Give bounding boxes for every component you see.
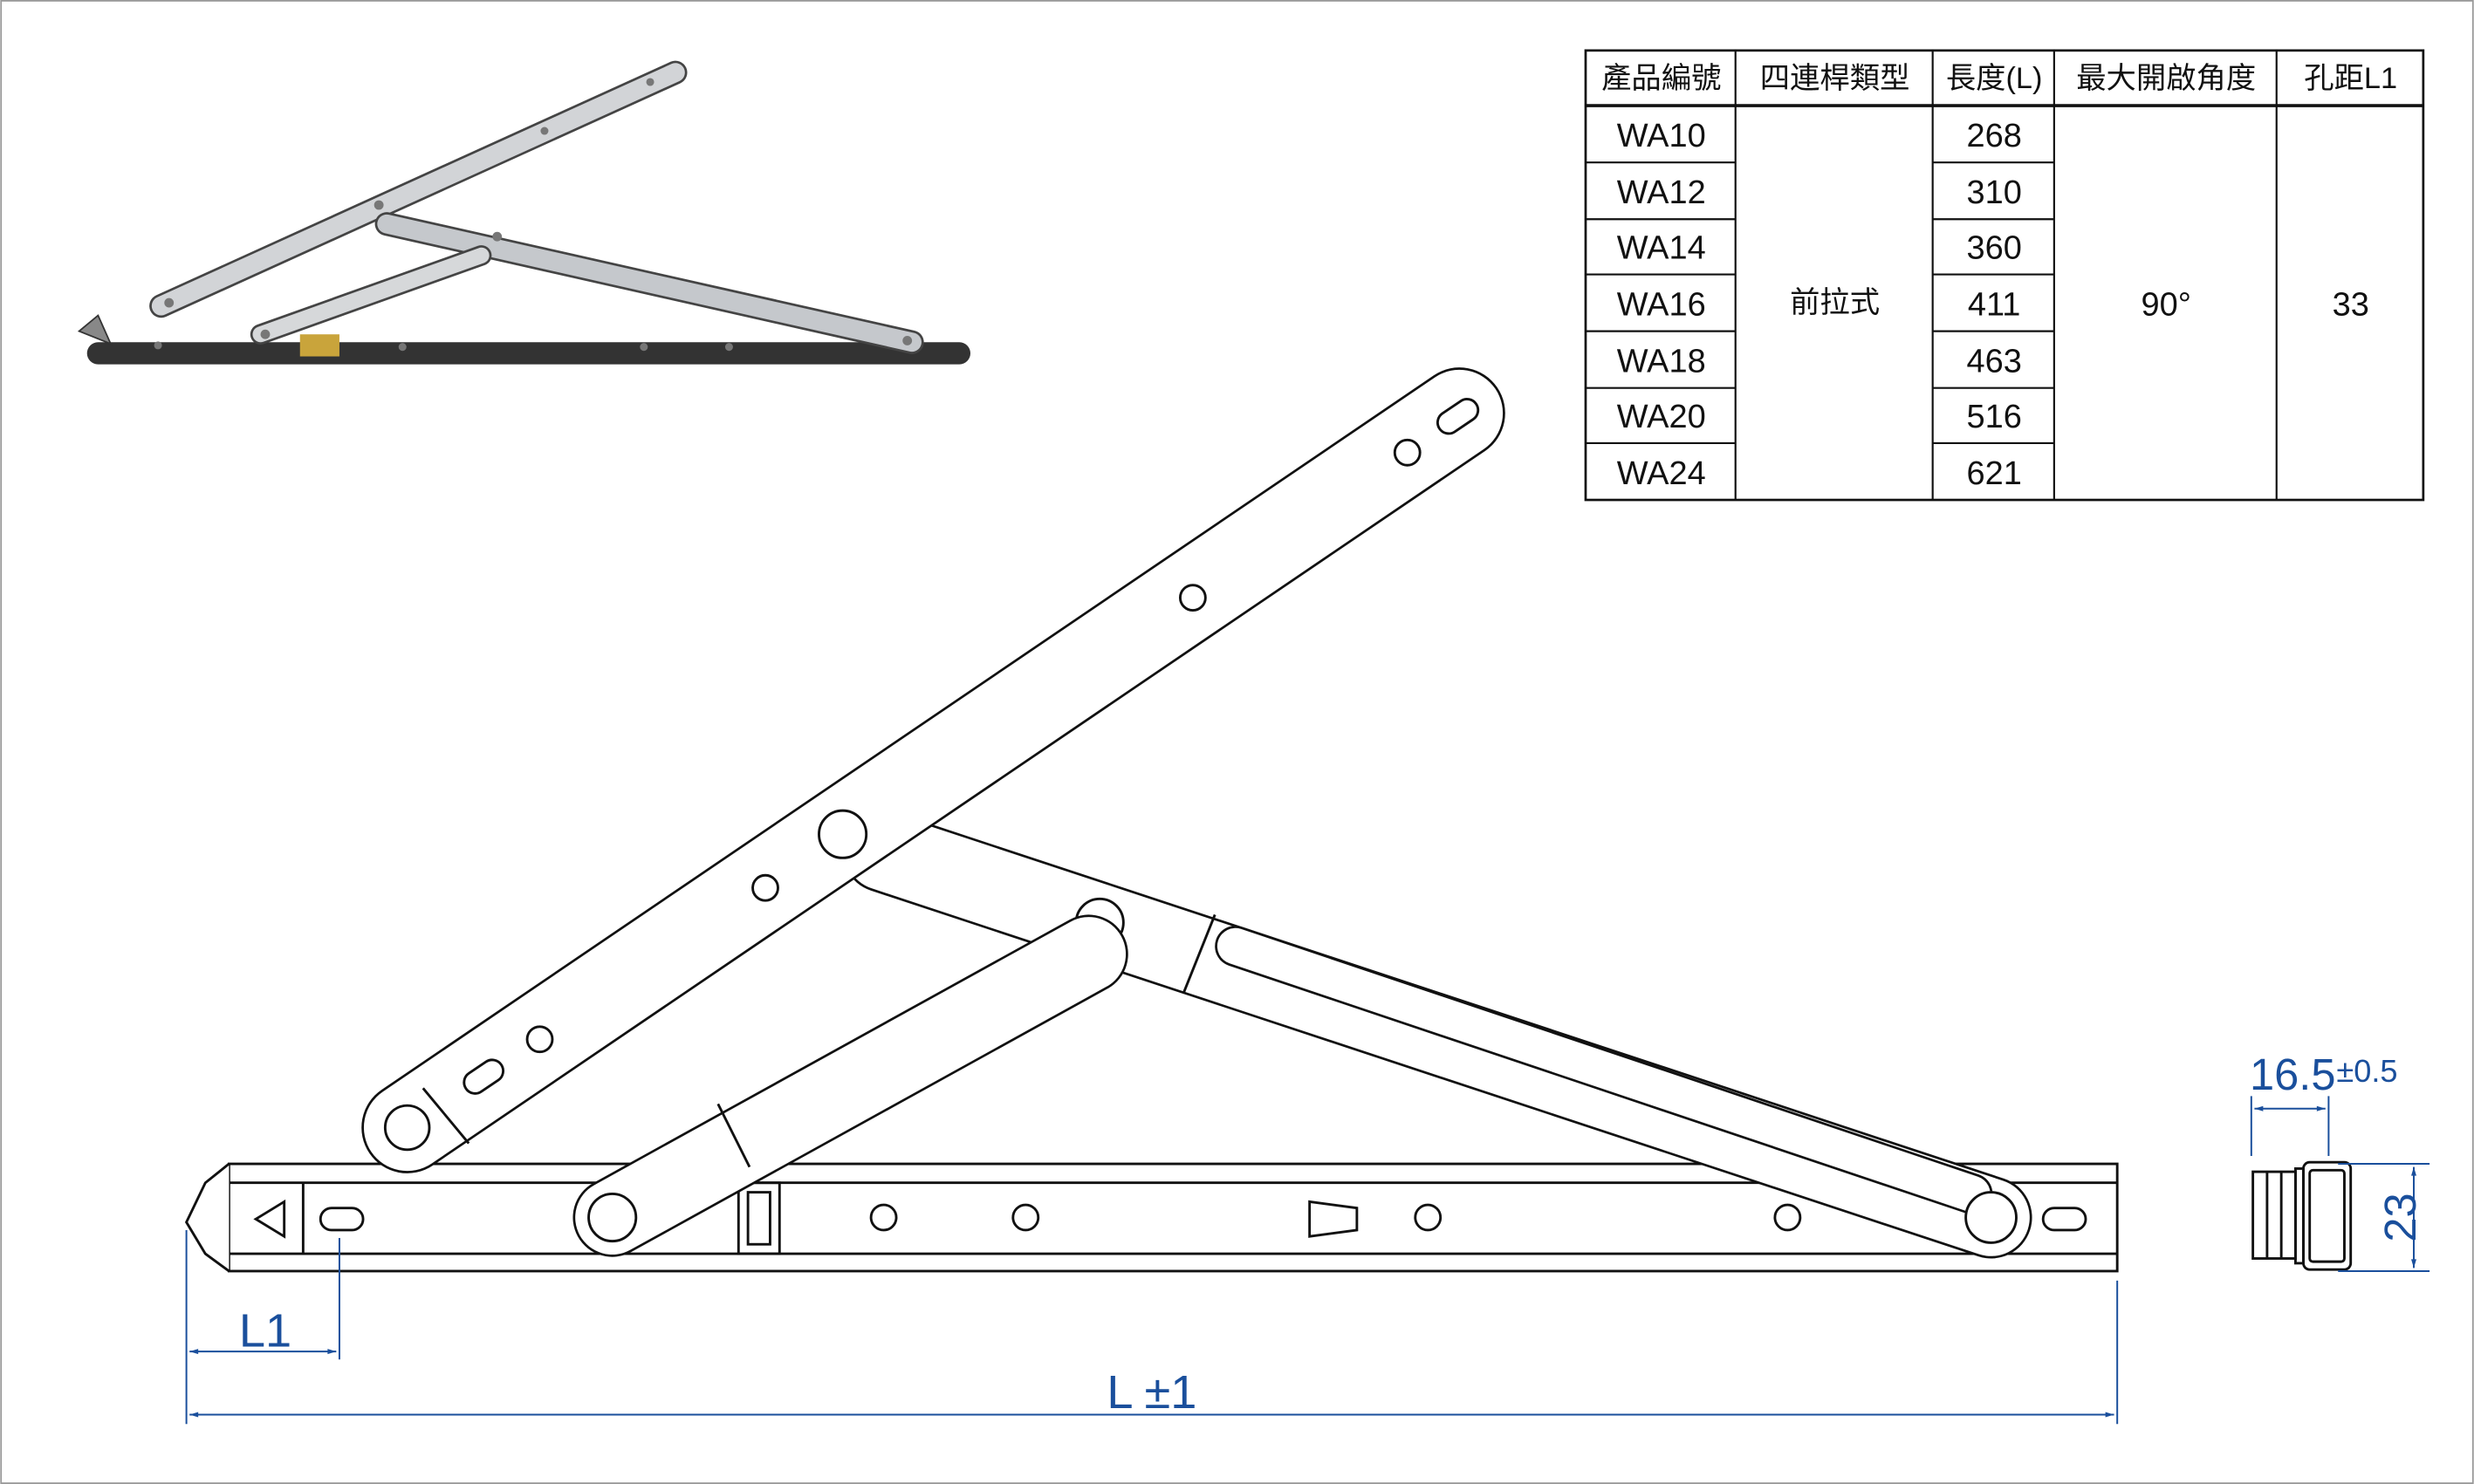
cell-model: WA20 (1617, 399, 1706, 435)
cell-model: WA10 (1617, 118, 1706, 154)
dim-length-label: L ±1 (1107, 1366, 1196, 1419)
product-photo (77, 60, 971, 365)
dim-width-label: 16.5 (2250, 1050, 2336, 1099)
cell-length: 360 (1967, 229, 2022, 266)
dim-width-tolerance: ±0.5 (2336, 1053, 2397, 1089)
cell-model: WA14 (1617, 229, 1706, 266)
cell-hole-distance: 33 (2333, 287, 2369, 324)
cell-length: 411 (1968, 287, 2021, 324)
cell-model: WA16 (1617, 287, 1706, 324)
header-type: 四連桿類型 (1760, 62, 1910, 95)
hinge-line-drawing (184, 367, 2353, 1273)
cell-length: 463 (1967, 344, 2022, 380)
dimensions (185, 1096, 2430, 1425)
main-arm (361, 367, 1505, 1173)
header-max-angle: 最大開啟角度 (2076, 62, 2256, 95)
cell-type: 前拉式 (1790, 286, 1880, 319)
cell-length: 621 (1967, 455, 2022, 492)
cell-max-angle: 90° (2142, 287, 2191, 324)
cell-length: 268 (1967, 118, 2022, 154)
cell-length: 310 (1967, 174, 2022, 211)
header-hole-distance: 孔距L1 (2304, 62, 2397, 95)
cell-length: 516 (1967, 399, 2022, 435)
side-view (2251, 1160, 2353, 1271)
support-arm (842, 810, 2032, 1259)
link-arm (572, 914, 1128, 1257)
cell-model: WA12 (1617, 174, 1706, 211)
cell-model: WA18 (1617, 344, 1706, 380)
dim-height-label: 23 (2375, 1193, 2425, 1241)
header-model: 產品編號 (1601, 62, 1721, 95)
header-length: 長度(L) (1946, 62, 2043, 95)
cell-model: WA24 (1617, 455, 1706, 492)
dim-l1-label: L1 (239, 1305, 291, 1357)
spec-table: 產品編號 四連桿類型 長度(L) 最大開啟角度 孔距L1 WA10 WA12 W… (1584, 49, 2425, 502)
